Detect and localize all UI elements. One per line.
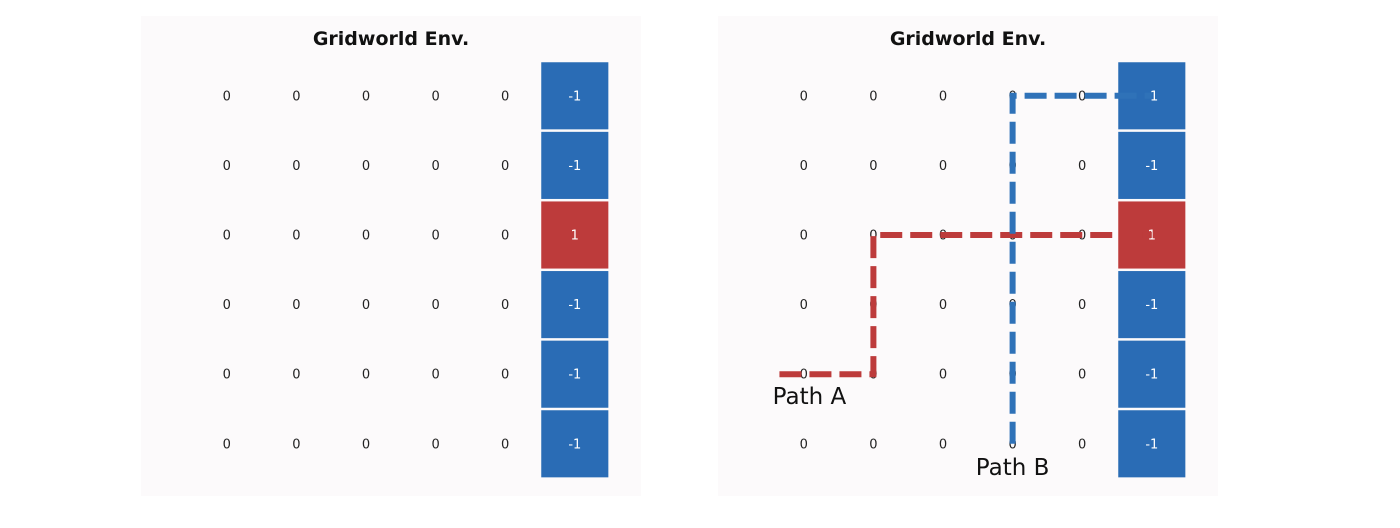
cell-value: 0 (223, 159, 231, 174)
penalty-cell (1118, 131, 1186, 199)
cell-value: 0 (869, 437, 877, 452)
gridworld-panel-right: Gridworld Env. 0 0 0 0 0 -1 0 0 0 0 0 -1 0 0 0 0 0 1 0 0 0 0 0… (718, 16, 1218, 496)
cell-value: 0 (869, 229, 877, 244)
cell-value: 0 (501, 437, 509, 452)
cell-value: 0 (501, 298, 509, 313)
cell-value: 0 (362, 298, 370, 313)
cell-value: -1 (568, 159, 581, 174)
cell-value: 0 (939, 298, 947, 313)
cell-value: 0 (223, 368, 231, 383)
cell-value: 0 (800, 437, 808, 452)
cell-value: -1 (568, 437, 581, 452)
cell-value: 0 (431, 159, 439, 174)
penalty-cell (1118, 410, 1186, 478)
penalty-cell (541, 271, 609, 339)
cell-value: 0 (1078, 159, 1086, 174)
cell-value: 0 (362, 368, 370, 383)
cell-value: 0 (362, 229, 370, 244)
path-line-b (1009, 92, 1152, 444)
cell-value: -1 (1145, 159, 1158, 174)
cell-value: 0 (223, 298, 231, 313)
cell-value: 0 (1078, 437, 1086, 452)
cell-value: 0 (431, 89, 439, 104)
cell-value: 0 (869, 89, 877, 104)
cell-value: 0 (362, 159, 370, 174)
goal-cell (541, 201, 609, 269)
path-line-a (779, 232, 1152, 378)
cell-value: 0 (939, 437, 947, 452)
cell-value: 0 (501, 368, 509, 383)
cell-value: 0 (223, 437, 231, 452)
cell-value: 0 (292, 159, 300, 174)
cell-value: 0 (223, 89, 231, 104)
cell-value: 0 (431, 437, 439, 452)
penalty-cell (1118, 271, 1186, 339)
cell-value: 0 (292, 298, 300, 313)
cell-value: -1 (1145, 368, 1158, 383)
cell-value: 0 (800, 89, 808, 104)
cell-value: 0 (292, 368, 300, 383)
panel-title: Gridworld Env. (889, 28, 1047, 50)
cell-value: 0 (501, 229, 509, 244)
cell-value: 0 (1008, 437, 1016, 452)
cell-value: 0 (292, 437, 300, 452)
cell-value: 0 (1078, 89, 1086, 104)
penalty-cell (541, 340, 609, 408)
cell-value: 0 (800, 298, 808, 313)
path-label-a: Path A (773, 384, 847, 410)
cell-value: 0 (292, 229, 300, 244)
cell-value: 0 (800, 159, 808, 174)
cell-value: -1 (568, 298, 581, 313)
penalty-cell (541, 131, 609, 199)
cell-value: -1 (568, 368, 581, 383)
cell-value: 0 (800, 229, 808, 244)
cell-value: 0 (362, 89, 370, 104)
cell-value: -1 (1145, 437, 1158, 452)
cell-value: 1 (571, 229, 579, 244)
cell-value: 0 (939, 159, 947, 174)
cell-value: 0 (501, 89, 509, 104)
cell-value: 0 (292, 89, 300, 104)
cell-value: 0 (431, 368, 439, 383)
gridworld-panel-left: Gridworld Env. 0 0 0 0 0 -1 0 0 0 0 0 -1 0 0 0 0 0 1 0 0 0 0 0… (141, 16, 641, 496)
path-label-b: Path B (976, 455, 1050, 481)
cell-value: 0 (431, 298, 439, 313)
panel-title: Gridworld Env. (312, 28, 470, 50)
penalty-cell (541, 62, 609, 130)
cell-value: 0 (362, 437, 370, 452)
cell-value: 0 (223, 229, 231, 244)
cell-value: 1 (1148, 229, 1156, 244)
cell-value: 0 (1078, 368, 1086, 383)
cell-value: 0 (800, 368, 808, 383)
gridworld-grid: 0 0 0 0 0 -1 0 0 0 0 0 -1 0 0 0 0 0 1 0 0 0 0 0 -1 0 0 0 0 0 -1 0 0 0 0 0 -… (223, 62, 609, 478)
cell-value: 0 (1078, 298, 1086, 313)
cell-value: 0 (939, 89, 947, 104)
cell-value: -1 (568, 89, 581, 104)
penalty-cell (1118, 340, 1186, 408)
cell-value: 0 (939, 368, 947, 383)
cell-value: 0 (431, 229, 439, 244)
cell-value: -1 (1145, 298, 1158, 313)
cell-value: 0 (869, 159, 877, 174)
gridworld-grid-with-paths: 0 0 0 0 0 -10 0 0 0 0 -10 0 0 0 0 10 0 0 0 0 -10 0 0 0 0 -10 0 0 0 0-… (773, 62, 1186, 481)
penalty-cell (541, 410, 609, 478)
cell-value: 0 (501, 159, 509, 174)
